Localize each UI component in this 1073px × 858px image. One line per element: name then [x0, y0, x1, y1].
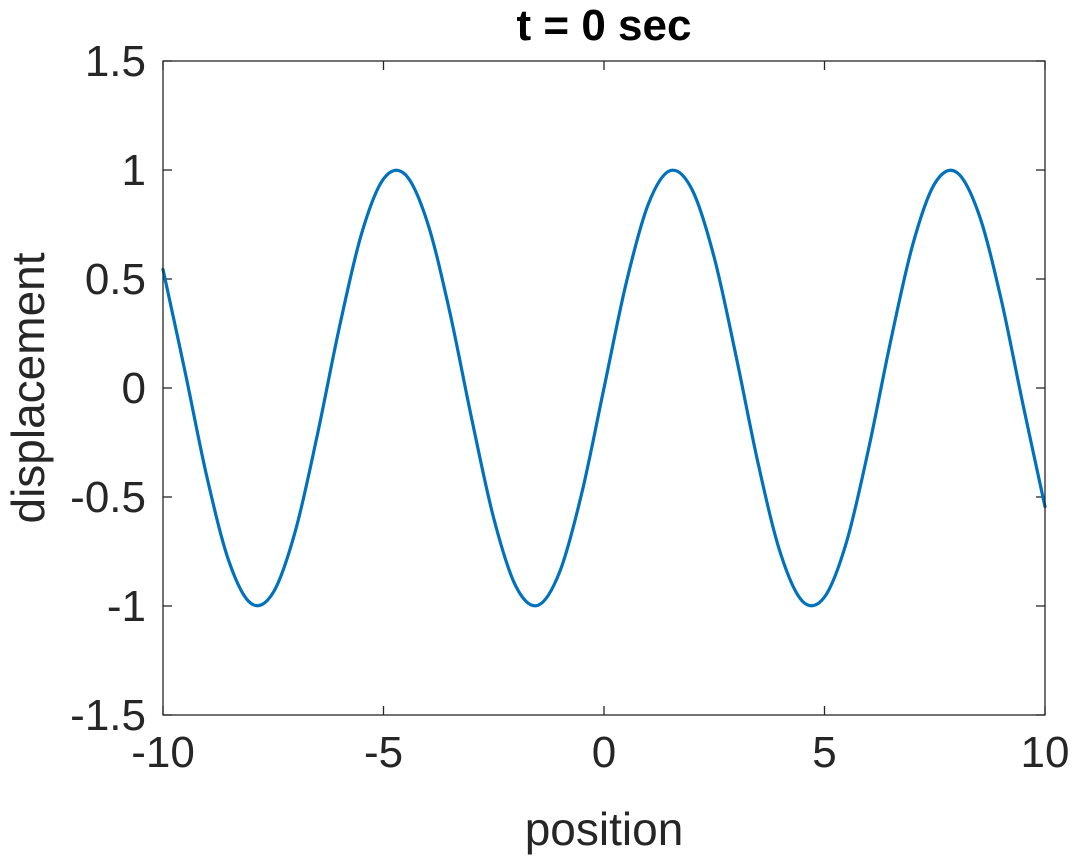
- x-axis-label: position: [525, 803, 684, 855]
- y-tick-label: 1.5: [85, 37, 146, 86]
- y-tick-label: 0: [122, 364, 146, 413]
- x-tick-label: 10: [1021, 728, 1070, 777]
- x-tick-label: 5: [812, 728, 836, 777]
- y-tick-label: -1: [107, 582, 146, 631]
- y-tick-label: -1.5: [70, 691, 146, 740]
- y-axis-label: displacement: [2, 252, 54, 523]
- axes-box: [162, 60, 1046, 716]
- y-tick-label: 1: [122, 146, 146, 195]
- chart-title: t = 0 sec: [517, 1, 692, 50]
- tick-labels: -10 -5 0 5 10 -1.5 -1 -0.5 0 0.5 1 1.5: [70, 37, 1069, 777]
- x-tick-label: -10: [131, 728, 195, 777]
- y-tick-label: -0.5: [70, 473, 146, 522]
- series-line: [161, 168, 1047, 608]
- x-tick-label: 0: [592, 728, 616, 777]
- x-tick-label: -5: [364, 728, 403, 777]
- y-tick-label: 0.5: [85, 255, 146, 304]
